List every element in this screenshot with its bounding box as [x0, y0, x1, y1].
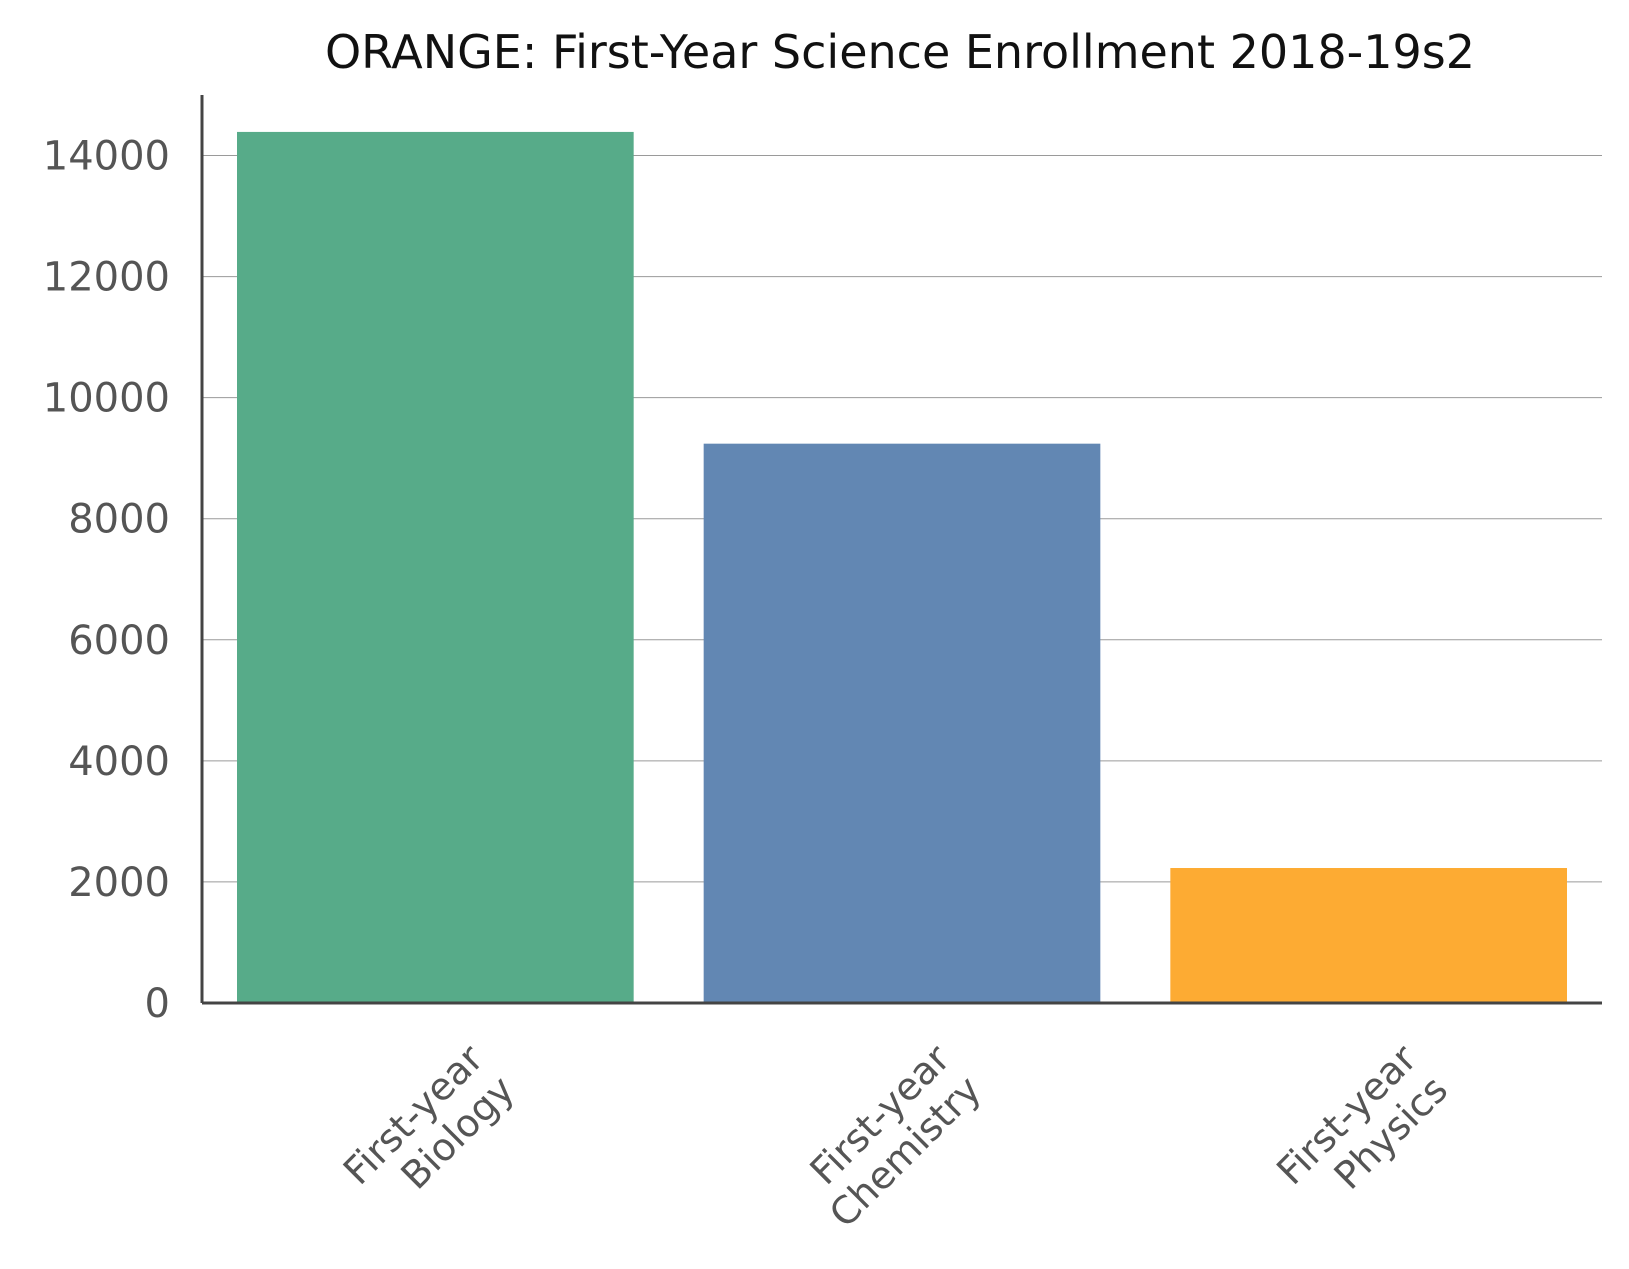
y-tick-label: 12000	[43, 255, 170, 301]
y-tick-label: 8000	[68, 497, 170, 543]
chart-title: ORANGE: First-Year Science Enrollment 20…	[325, 25, 1475, 79]
y-tick-label: 10000	[43, 376, 170, 422]
y-tick-label: 0	[145, 981, 170, 1027]
bar	[1170, 868, 1567, 1003]
bar	[237, 131, 634, 1003]
x-tick-label: First-yearPhysics	[1268, 1036, 1456, 1224]
x-tick-label: First-yearBiology	[335, 1036, 523, 1224]
y-tick-label: 6000	[68, 618, 170, 664]
x-tick-label: First-yearChemistry	[790, 1036, 990, 1236]
y-tick-labels: 0 2000 4000 6000 8000 10000 12000 14000	[43, 134, 170, 1027]
bars	[237, 131, 1567, 1003]
y-tick-label: 14000	[43, 134, 170, 180]
axes	[200, 95, 1602, 1005]
y-tick-label: 4000	[68, 739, 170, 785]
x-tick-labels: First-yearBiology First-yearChemistry Firs…	[335, 1036, 1456, 1236]
bar	[703, 443, 1101, 1003]
y-tick-label: 2000	[68, 860, 170, 906]
